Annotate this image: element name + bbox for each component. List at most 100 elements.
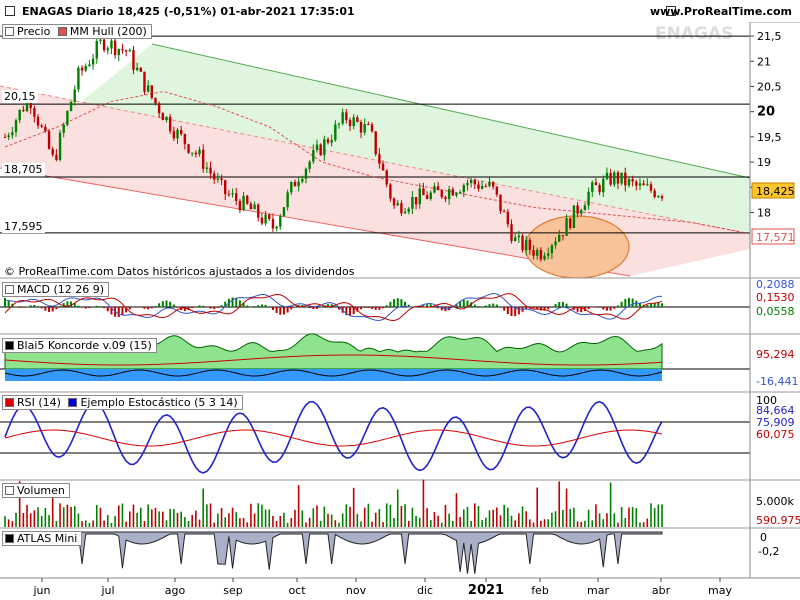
chart-settings-icon[interactable] (5, 6, 15, 16)
candle-body (80, 67, 84, 71)
volume-bar (540, 520, 542, 527)
volume-bar (106, 515, 109, 527)
volume-bar (81, 521, 83, 527)
candle-body (242, 195, 245, 211)
volume-bar (488, 510, 491, 527)
koncorde-red-line (4, 354, 663, 366)
level-label-2: 18,705 (2, 163, 45, 176)
volume-bar (242, 517, 245, 527)
minimize-icon[interactable] (666, 6, 676, 16)
candle-body (447, 189, 451, 200)
volume-bar (323, 506, 326, 527)
candle-body (543, 255, 546, 260)
volume-bar (584, 520, 586, 527)
candle-body (187, 144, 190, 153)
macd-histogram-bar (66, 301, 69, 307)
volume-bar (162, 511, 164, 527)
candle-body (168, 116, 172, 132)
price-legend[interactable]: Precio MM Hull (200) (2, 24, 152, 39)
macd-histogram-bar (580, 307, 583, 313)
volume-bar (661, 504, 663, 527)
volume-bar (573, 507, 575, 527)
candle-body (326, 139, 330, 143)
candle-body (279, 216, 282, 227)
macd-histogram-bar (543, 307, 546, 311)
volume-bar (268, 509, 271, 527)
macd-histogram-bar (117, 307, 120, 317)
volume-bar (433, 512, 436, 527)
macd-histogram-bar (510, 307, 513, 317)
macd-histogram-bar (385, 305, 388, 307)
candle-body (576, 205, 579, 214)
macd-histogram-bar (657, 302, 660, 307)
candle-body (561, 235, 565, 237)
last-price-badge (751, 182, 795, 199)
price-tick-label: 21,5 (757, 30, 782, 43)
time-tick-label: mar (587, 584, 609, 597)
macd-histogram-bar (154, 306, 157, 307)
time-tick-label: ago (165, 584, 186, 597)
volume-bar (496, 507, 498, 527)
macd-histogram-bar (62, 303, 65, 307)
candle-body (455, 193, 458, 196)
price-tick-label: 19,5 (757, 131, 782, 144)
macd-histogram-bar (473, 304, 476, 307)
volume-bar (562, 510, 564, 527)
macd-histogram-bar (638, 303, 641, 307)
macd-histogram-bar (70, 301, 73, 307)
candle-body (121, 48, 124, 51)
candle-body (55, 154, 58, 160)
koncorde-legend[interactable]: Blai5 Koncorde v.09 (15) (2, 338, 157, 353)
candle-body (591, 182, 594, 192)
macd-histogram-bar (495, 304, 498, 307)
volume-panel: 5.000k 590.975 (4, 479, 800, 527)
macd-histogram-bar (150, 307, 153, 309)
candle-body (370, 124, 374, 132)
candle-body (157, 103, 161, 114)
macd-histogram-bar (81, 307, 84, 308)
volume-bar (125, 521, 127, 527)
volume-bar (305, 522, 307, 527)
macd-histogram-bar (462, 299, 465, 307)
candle-body (642, 183, 645, 186)
candle-body (359, 122, 363, 133)
macd-histogram-bar (29, 305, 32, 307)
candle-body (102, 39, 106, 51)
site-url[interactable]: www.ProRealTime.com (649, 5, 792, 18)
macd-histogram-bar (77, 305, 80, 307)
candle-body (598, 185, 601, 193)
candle-body (260, 217, 264, 224)
candle-body (33, 108, 36, 117)
time-tick-label: nov (346, 584, 367, 597)
macd-histogram-bar (308, 307, 311, 309)
atlas-legend[interactable]: ATLAS Mini (2, 531, 83, 546)
candle-body (319, 144, 322, 156)
candle-body (627, 179, 631, 186)
volume-bar (569, 508, 572, 527)
macd-histogram-bar (349, 307, 352, 316)
volume-bar (587, 509, 590, 527)
volume-bar (551, 512, 553, 527)
candle-body (304, 168, 308, 179)
candle-body (433, 186, 436, 193)
candle-body (246, 195, 249, 204)
volume-bar (437, 515, 439, 527)
candle-body (451, 189, 454, 196)
macd-legend[interactable]: MACD (12 26 9) (2, 282, 110, 297)
volume-bar (187, 521, 190, 527)
macd-histogram-bar (400, 299, 403, 307)
macd-histogram-bar (231, 297, 234, 307)
volume-bar (11, 521, 14, 527)
macd-histogram-bar (312, 307, 315, 310)
candle-body (22, 109, 25, 112)
macd-histogram-bar (466, 300, 469, 307)
volume-bar (70, 507, 72, 527)
volume-bar (363, 507, 366, 527)
rsi-legend[interactable]: RSI (14) Ejemplo Estocástico (5 3 14) (2, 395, 243, 410)
volume-bar (136, 512, 138, 527)
candle-body (517, 235, 521, 238)
volume-legend[interactable]: Volumen (2, 483, 70, 498)
candle-body (532, 249, 535, 256)
volume-bar (272, 516, 274, 527)
